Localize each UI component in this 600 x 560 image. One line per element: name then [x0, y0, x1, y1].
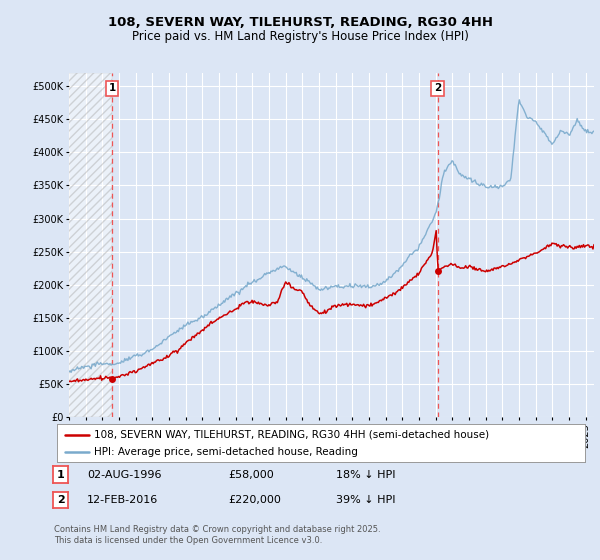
Text: Contains HM Land Registry data © Crown copyright and database right 2025.
This d: Contains HM Land Registry data © Crown c…	[54, 525, 380, 545]
Text: 108, SEVERN WAY, TILEHURST, READING, RG30 4HH (semi-detached house): 108, SEVERN WAY, TILEHURST, READING, RG3…	[94, 430, 489, 440]
Text: 39% ↓ HPI: 39% ↓ HPI	[336, 495, 395, 505]
Text: 1: 1	[109, 83, 116, 94]
Text: 12-FEB-2016: 12-FEB-2016	[87, 495, 158, 505]
Text: £58,000: £58,000	[228, 470, 274, 480]
Text: £220,000: £220,000	[228, 495, 281, 505]
Text: 108, SEVERN WAY, TILEHURST, READING, RG30 4HH: 108, SEVERN WAY, TILEHURST, READING, RG3…	[107, 16, 493, 29]
Text: 2: 2	[57, 495, 64, 505]
Text: 2: 2	[434, 83, 441, 94]
Text: 1: 1	[57, 470, 64, 480]
Text: HPI: Average price, semi-detached house, Reading: HPI: Average price, semi-detached house,…	[94, 447, 358, 458]
Text: 02-AUG-1996: 02-AUG-1996	[87, 470, 161, 480]
Text: 18% ↓ HPI: 18% ↓ HPI	[336, 470, 395, 480]
Bar	[69, 73, 112, 417]
Text: Price paid vs. HM Land Registry's House Price Index (HPI): Price paid vs. HM Land Registry's House …	[131, 30, 469, 43]
